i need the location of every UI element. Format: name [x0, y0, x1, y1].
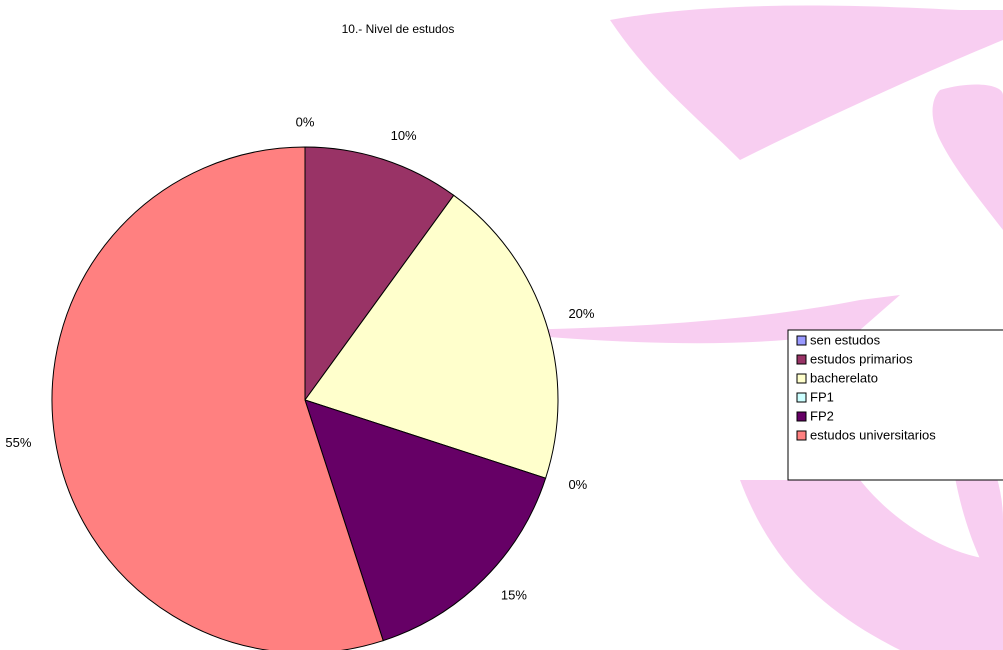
legend-swatch: [796, 430, 807, 441]
legend-swatch: [796, 411, 807, 422]
data-label: 20%: [568, 306, 594, 321]
legend-box: [787, 329, 1003, 481]
data-label: 15%: [501, 587, 527, 602]
legend-label: estudos primarios: [810, 351, 913, 366]
legend-swatch: [796, 335, 807, 346]
pie-slice: [304, 399, 547, 642]
legend-swatch: [796, 373, 807, 384]
data-label: 10%: [391, 128, 417, 143]
chart-title: 10.- Nivel de estudos: [342, 22, 455, 36]
legend-label: FP1: [810, 389, 834, 404]
data-label: 0%: [568, 477, 587, 492]
legend: sen estudos estudos primarios bacherelato F…: [796, 332, 936, 442]
legend-label: sen estudos: [810, 332, 881, 347]
pie: [51, 146, 559, 650]
data-label: 55%: [5, 435, 31, 450]
background-watermark: [470, 5, 1003, 650]
legend-label: bacherelato: [810, 370, 878, 385]
data-label: 0%: [296, 114, 315, 129]
pie-slice: [51, 146, 384, 650]
pie-slice: [304, 146, 455, 402]
data-labels: 0% 10% 20% 0% 15% 55%: [5, 114, 595, 602]
pie-slice: [304, 194, 559, 479]
legend-swatch: [796, 392, 807, 403]
legend-label: FP2: [810, 408, 834, 423]
legend-swatch: [796, 354, 807, 365]
legend-label: estudos universitarios: [810, 427, 936, 442]
